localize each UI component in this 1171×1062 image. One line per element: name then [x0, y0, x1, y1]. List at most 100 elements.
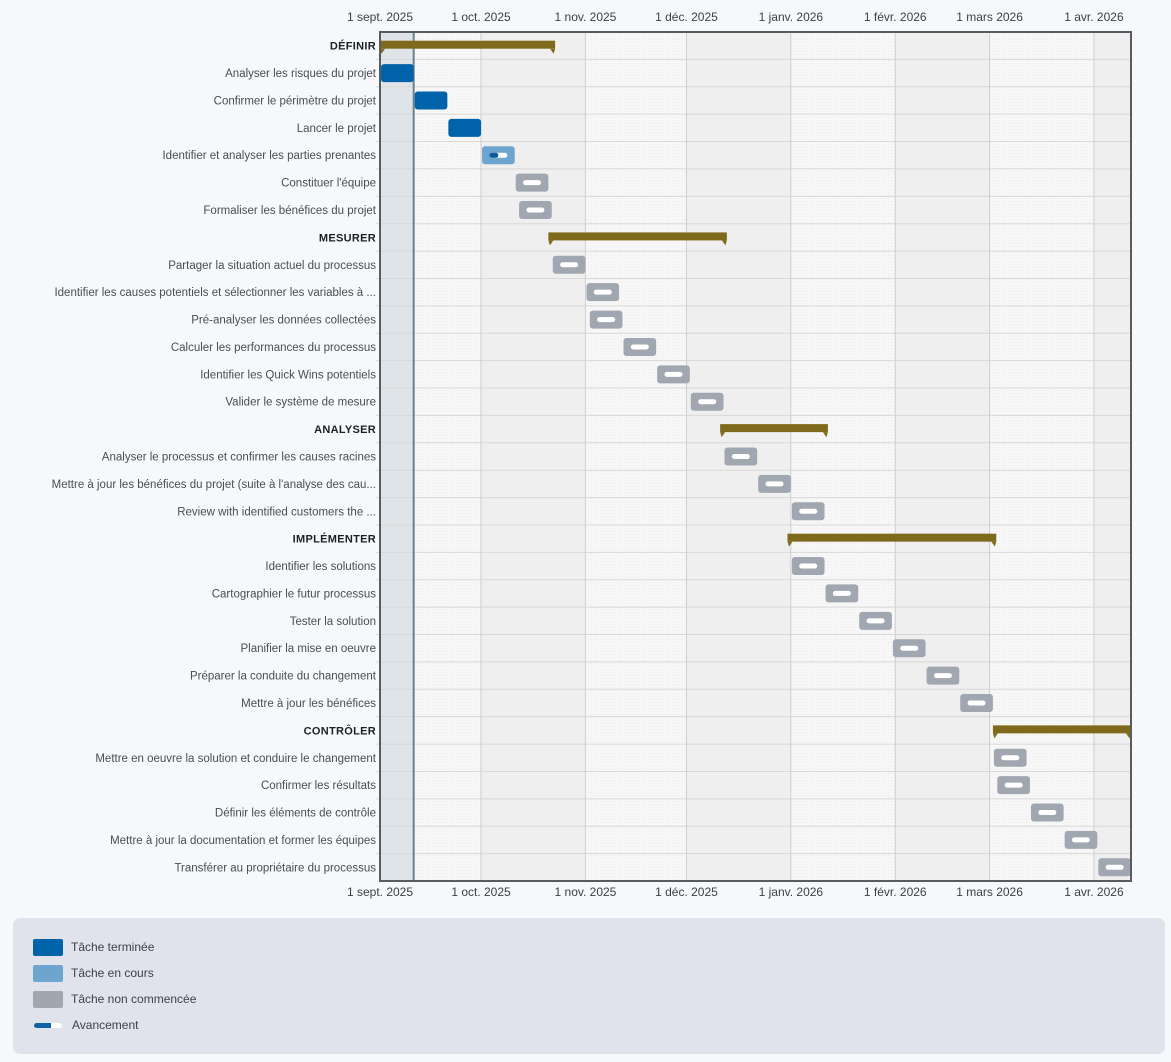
task-label: Préparer la conduite du changement [190, 671, 377, 683]
bars [380, 40, 1131, 877]
top-axis-tick-label: 1 sept. 2025 [347, 10, 413, 24]
task-bar[interactable] [791, 557, 825, 576]
task-bar[interactable] [657, 365, 690, 384]
task-bar[interactable] [993, 748, 1027, 767]
task-label: Confirmer le périmètre du projet [214, 95, 377, 107]
progress-track [832, 590, 851, 596]
month-band [481, 32, 586, 881]
task-label: Review with identified customers the ... [177, 506, 376, 518]
task-bar[interactable] [724, 447, 758, 466]
top-axis: 1 sept. 2025 1 oct. 2025 1 nov. 2025 1 déc.… [347, 10, 1124, 24]
phase-bar[interactable] [787, 533, 997, 547]
task-bar[interactable] [859, 611, 892, 630]
task-bar[interactable] [1098, 858, 1131, 877]
phase-start-marker [992, 733, 998, 739]
progress-fill [489, 152, 499, 158]
task-bar-body[interactable] [448, 118, 482, 137]
progress-track [900, 645, 919, 651]
phase-bar[interactable] [992, 725, 1131, 739]
task-bar[interactable] [482, 146, 515, 165]
legend-swatch-progress [34, 1022, 62, 1028]
phase-end-marker [822, 432, 828, 438]
phase-label: DÉFINIR [330, 40, 376, 53]
phase-label: ANALYSER [314, 424, 376, 436]
task-bar[interactable] [758, 474, 791, 493]
task-bar[interactable] [519, 201, 552, 220]
top-axis-tick-label: 1 avr. 2026 [1064, 10, 1124, 24]
task-label: Mettre à jour les bénéfices [241, 698, 376, 710]
progress-track [593, 289, 612, 295]
bottom-axis-tick-label: 1 déc. 2025 [655, 885, 718, 899]
task-bar[interactable] [926, 666, 960, 685]
progress-track [526, 207, 545, 213]
task-bar[interactable] [586, 283, 620, 302]
task-bar[interactable] [791, 502, 825, 521]
phase-bar[interactable] [720, 424, 828, 438]
phase-label: IMPLÉMENTER [293, 533, 376, 546]
phase-bar-body[interactable] [548, 232, 727, 241]
bottom-axis: 1 sept. 2025 1 oct. 2025 1 nov. 2025 1 déc.… [347, 885, 1124, 899]
task-label: Calculer les performances du processus [171, 342, 376, 354]
top-axis-tick-label: 1 oct. 2025 [451, 10, 511, 24]
task-bar[interactable] [825, 584, 859, 603]
task-bar-body[interactable] [414, 91, 448, 110]
legend-item-not-started: Tâche non commencée [33, 989, 196, 1009]
task-label: Analyser le processus et confirmer les c… [102, 452, 376, 464]
legend-item-done: Tâche terminée [33, 937, 154, 957]
progress-track [1105, 864, 1124, 870]
bottom-axis-tick-label: 1 mars 2026 [956, 885, 1023, 899]
task-bar[interactable] [515, 173, 549, 192]
phase-end-marker [721, 240, 727, 246]
phase-end-marker [1126, 733, 1131, 739]
legend-item-progress: Avancement [33, 1015, 139, 1035]
month-band [1093, 32, 1131, 881]
phase-bar-body[interactable] [380, 40, 556, 49]
phase-start-marker [380, 48, 385, 54]
task-bar[interactable] [589, 310, 623, 329]
progress-track [1001, 755, 1020, 761]
phase-bar-body[interactable] [992, 725, 1131, 734]
task-bar[interactable] [448, 118, 482, 137]
phase-bar[interactable] [380, 40, 556, 54]
progress-track [799, 508, 818, 514]
progress-track [560, 262, 579, 268]
row-labels: DÉFINIR Analyser les risques du projet Con… [52, 40, 377, 875]
progress-track [933, 673, 952, 679]
task-label: Définir les éléments de contrôle [215, 808, 376, 820]
legend-swatch-not-started [33, 990, 63, 1008]
task-bar[interactable] [623, 337, 657, 356]
gridlines [376, 32, 1131, 881]
task-bar[interactable] [690, 392, 724, 411]
task-label: Lancer le projet [297, 123, 377, 135]
task-bar[interactable] [960, 693, 993, 712]
legend: Tâche terminée Tâche en cours Tâche non … [13, 918, 1165, 1054]
task-bar[interactable] [1064, 830, 1098, 849]
phase-bar[interactable] [548, 232, 727, 246]
phase-bar-body[interactable] [720, 424, 828, 433]
phase-bar-body[interactable] [787, 533, 997, 542]
top-axis-tick-label: 1 nov. 2025 [555, 10, 617, 24]
progress-track [765, 481, 784, 487]
task-bar[interactable] [1030, 803, 1064, 822]
task-bar-body[interactable] [381, 64, 414, 83]
task-label: Partager la situation actuel du processu… [168, 260, 376, 272]
task-label: Mettre à jour la documentation et former… [110, 835, 376, 847]
task-bar[interactable] [381, 64, 414, 83]
bottom-axis-tick-label: 1 oct. 2025 [451, 885, 511, 899]
legend-label-not-started: Tâche non commencée [71, 992, 197, 1006]
task-label: Identifier et analyser les parties prena… [162, 150, 376, 162]
task-bar[interactable] [414, 91, 448, 110]
progress-track [664, 371, 683, 377]
progress-track [630, 344, 649, 350]
task-label: Pré-analyser les données collectées [191, 315, 376, 327]
task-bar[interactable] [892, 639, 926, 658]
task-label: Tester la solution [290, 616, 376, 628]
bottom-axis-tick-label: 1 févr. 2026 [864, 885, 927, 899]
task-label: Transférer au propriétaire du processus [174, 862, 376, 874]
month-bands [380, 32, 1131, 881]
bottom-axis-tick-label: 1 janv. 2026 [759, 885, 824, 899]
phase-start-marker [720, 432, 726, 438]
task-label: Constituer l'équipe [281, 178, 376, 190]
task-bar[interactable] [997, 776, 1030, 795]
task-bar[interactable] [552, 255, 586, 274]
